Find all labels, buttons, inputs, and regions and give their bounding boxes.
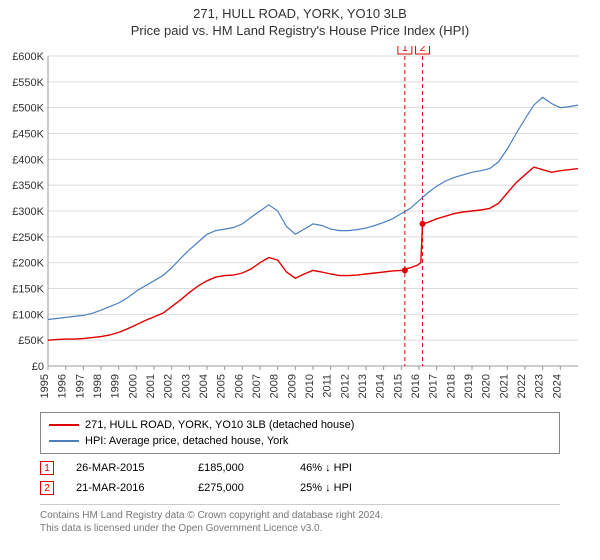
event-price: £275,000	[198, 482, 278, 494]
title-address: 271, HULL ROAD, YORK, YO10 3LB	[0, 6, 600, 21]
x-tick-label: 2023	[534, 374, 546, 398]
y-tick-label: £300K	[12, 206, 44, 218]
x-tick-label: 2013	[357, 374, 369, 398]
x-tick-label: 2000	[127, 374, 139, 398]
x-tick-label: 2008	[269, 374, 281, 398]
x-tick-label: 2004	[198, 374, 210, 398]
legend-label: 271, HULL ROAD, YORK, YO10 3LB (detached…	[85, 419, 354, 431]
x-tick-label: 1996	[57, 374, 69, 398]
y-tick-label: £350K	[12, 180, 44, 192]
x-tick-label: 2024	[551, 374, 563, 398]
x-tick-label: 2009	[286, 374, 298, 398]
x-tick-label: 2010	[304, 374, 316, 398]
y-tick-label: £500K	[12, 103, 44, 115]
x-tick-label: 1998	[92, 374, 104, 398]
x-tick-label: 2001	[145, 374, 157, 398]
legend-swatch	[49, 440, 79, 442]
event-note: 46% ↓ HPI	[300, 462, 352, 474]
event-badge: 1	[40, 461, 54, 475]
event-badge: 2	[40, 481, 54, 495]
y-tick-label: £400K	[12, 154, 44, 166]
legend-label: HPI: Average price, detached house, York	[85, 435, 288, 447]
x-tick-label: 2022	[516, 374, 528, 398]
y-tick-label: £250K	[12, 232, 44, 244]
y-tick-label: £200K	[12, 258, 44, 270]
x-tick-label: 2003	[180, 374, 192, 398]
x-tick-label: 2017	[428, 374, 440, 398]
x-tick-label: 2019	[463, 374, 475, 398]
event-row: 2 21-MAR-2016 £275,000 25% ↓ HPI	[40, 478, 560, 498]
y-tick-label: £450K	[12, 129, 44, 141]
x-tick-label: 2002	[163, 374, 175, 398]
title-subtitle: Price paid vs. HM Land Registry's House …	[0, 23, 600, 38]
series-hpi	[48, 97, 578, 319]
event-marker-id: 1	[402, 46, 408, 54]
event-date: 21-MAR-2016	[76, 482, 176, 494]
event-date: 26-MAR-2015	[76, 462, 176, 474]
event-row: 1 26-MAR-2015 £185,000 46% ↓ HPI	[40, 458, 560, 478]
x-tick-label: 2006	[233, 374, 245, 398]
event-marker-id: 2	[420, 46, 426, 54]
legend-item: 271, HULL ROAD, YORK, YO10 3LB (detached…	[49, 417, 551, 433]
legend: 271, HULL ROAD, YORK, YO10 3LB (detached…	[40, 412, 560, 454]
event-note: 25% ↓ HPI	[300, 482, 352, 494]
x-tick-label: 1999	[110, 374, 122, 398]
events-table: 1 26-MAR-2015 £185,000 46% ↓ HPI 2 21-MA…	[40, 458, 560, 498]
x-tick-label: 2016	[410, 374, 422, 398]
footer-line: This data is licensed under the Open Gov…	[40, 522, 560, 535]
y-tick-label: £550K	[12, 77, 44, 89]
event-marker-dot	[420, 221, 426, 227]
x-tick-label: 2015	[392, 374, 404, 398]
y-tick-label: £50K	[18, 335, 44, 347]
y-tick-label: £100K	[12, 309, 44, 321]
event-price: £185,000	[198, 462, 278, 474]
title-block: 271, HULL ROAD, YORK, YO10 3LB Price pai…	[0, 0, 600, 38]
x-tick-label: 2011	[322, 374, 334, 398]
x-tick-label: 2021	[498, 374, 510, 398]
legend-item: HPI: Average price, detached house, York	[49, 433, 551, 449]
legend-swatch	[49, 424, 79, 426]
x-tick-label: 2018	[445, 374, 457, 398]
x-tick-label: 1995	[39, 374, 51, 398]
y-tick-label: £600K	[12, 51, 44, 63]
line-chart: £0 £50K £100K £150K £200K £250K £300K £350K £400…	[0, 46, 600, 406]
x-tick-label: 2012	[339, 374, 351, 398]
x-tick-label: 2014	[375, 374, 387, 398]
event-marker-dot	[402, 267, 408, 273]
x-tick-label: 2020	[481, 374, 493, 398]
footer-line: Contains HM Land Registry data © Crown c…	[40, 509, 560, 522]
x-tick-label: 2005	[216, 374, 228, 398]
x-tick-label: 1997	[74, 374, 86, 398]
footer: Contains HM Land Registry data © Crown c…	[40, 504, 560, 535]
y-tick-label: £150K	[12, 284, 44, 296]
x-tick-label: 2007	[251, 374, 263, 398]
chart-container: £0 £50K £100K £150K £200K £250K £300K £350K £400…	[0, 46, 600, 406]
y-tick-label: £0	[32, 361, 44, 373]
